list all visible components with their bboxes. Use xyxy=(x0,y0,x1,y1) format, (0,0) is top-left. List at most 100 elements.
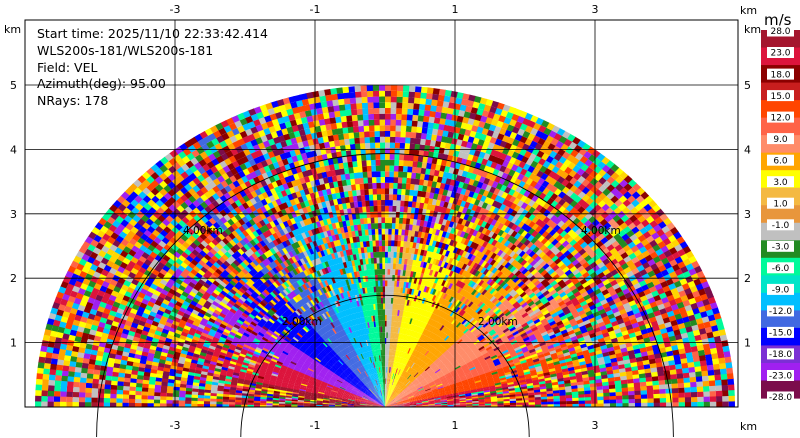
velocity-cell xyxy=(406,354,411,360)
velocity-cell xyxy=(385,395,386,402)
velocity-cell xyxy=(359,381,365,386)
velocity-cell xyxy=(334,383,341,387)
velocity-cell xyxy=(408,398,415,401)
velocity-cell xyxy=(380,378,382,385)
velocity-cell xyxy=(396,400,403,403)
velocity-cell xyxy=(371,380,375,387)
velocity-cell xyxy=(379,349,382,356)
velocity-cell xyxy=(350,358,356,364)
velocity-cell xyxy=(356,355,361,361)
velocity-cell xyxy=(396,399,403,403)
velocity-cell xyxy=(432,390,439,393)
velocity-cell xyxy=(404,372,409,379)
velocity-cell xyxy=(395,368,399,375)
velocity-cell xyxy=(363,385,369,391)
velocity-cell xyxy=(388,378,390,385)
velocity-cell xyxy=(385,401,388,407)
velocity-cell xyxy=(416,359,421,365)
velocity-cell xyxy=(356,376,361,381)
velocity-cell xyxy=(354,378,359,383)
velocity-cell xyxy=(376,398,381,403)
velocity-cell xyxy=(377,367,380,373)
velocity-cell xyxy=(380,403,385,407)
velocity-cell xyxy=(374,400,380,404)
velocity-cell xyxy=(384,384,385,390)
velocity-cell xyxy=(384,263,388,269)
velocity-cell xyxy=(380,402,385,407)
velocity-cell xyxy=(351,380,357,385)
velocity-cell xyxy=(443,370,450,375)
velocity-cell xyxy=(444,387,451,391)
velocity-cell xyxy=(424,350,430,356)
velocity-cell xyxy=(435,381,442,386)
velocity-cell xyxy=(397,382,402,388)
velocity-cell xyxy=(403,402,410,404)
velocity-cell xyxy=(406,366,410,373)
velocity-cell xyxy=(410,387,417,392)
velocity-cell xyxy=(342,349,348,355)
velocity-cell xyxy=(389,399,395,404)
velocity-cell xyxy=(376,391,380,397)
velocity-cell xyxy=(422,403,429,405)
velocity-cell xyxy=(374,392,379,398)
velocity-cell xyxy=(333,374,339,379)
velocity-cell xyxy=(443,385,450,389)
velocity-cell xyxy=(346,347,351,353)
velocity-cell xyxy=(374,379,377,386)
velocity-cell xyxy=(398,390,403,395)
velocity-cell xyxy=(395,398,402,402)
velocity-cell xyxy=(322,400,330,402)
velocity-cell xyxy=(324,376,331,381)
velocity-cell xyxy=(390,401,396,405)
velocity-cell xyxy=(380,396,383,402)
velocity-cell xyxy=(348,384,354,389)
velocity-cell xyxy=(405,380,410,386)
velocity-cell xyxy=(369,363,373,369)
velocity-cell xyxy=(414,396,421,400)
velocity-cell xyxy=(392,386,396,392)
velocity-cell xyxy=(411,378,417,383)
velocity-cell xyxy=(444,386,451,390)
velocity-cell xyxy=(334,354,340,361)
velocity-cell xyxy=(409,400,416,402)
velocity-cell xyxy=(398,363,402,369)
velocity-cell xyxy=(374,344,377,351)
velocity-cell xyxy=(341,357,347,363)
velocity-cell xyxy=(360,404,367,406)
velocity-cell xyxy=(336,393,344,396)
velocity-cell xyxy=(340,386,346,390)
velocity-cell xyxy=(388,372,391,379)
velocity-cell xyxy=(434,398,441,401)
velocity-cell xyxy=(413,392,420,396)
velocity-cell xyxy=(423,357,429,363)
velocity-cell xyxy=(419,391,426,395)
velocity-cell xyxy=(336,370,342,375)
velocity-cell xyxy=(323,397,330,399)
velocity-cell xyxy=(414,358,419,364)
velocity-cell xyxy=(393,356,396,362)
velocity-cell xyxy=(374,392,379,398)
velocity-cell xyxy=(422,372,428,377)
velocity-cell xyxy=(403,401,410,403)
velocity-cell xyxy=(430,354,436,360)
velocity-cell xyxy=(380,384,382,391)
velocity-cell xyxy=(389,398,394,403)
velocity-cell xyxy=(360,403,367,405)
velocity-cell xyxy=(410,386,416,391)
velocity-cell xyxy=(384,378,386,384)
velocity-cell xyxy=(373,367,376,374)
velocity-cell xyxy=(365,384,370,390)
velocity-cell xyxy=(365,364,369,370)
velocity-cell xyxy=(396,399,403,403)
velocity-cell xyxy=(378,396,383,402)
velocity-cell xyxy=(385,401,387,407)
velocity-cell xyxy=(396,381,400,387)
velocity-cell xyxy=(374,400,380,404)
velocity-cell xyxy=(395,362,398,369)
velocity-cell xyxy=(379,384,382,391)
velocity-cell xyxy=(397,403,404,405)
velocity-cell xyxy=(370,395,376,400)
velocity-cell xyxy=(348,396,356,400)
velocity-cell xyxy=(388,384,391,391)
velocity-cell xyxy=(440,394,447,398)
